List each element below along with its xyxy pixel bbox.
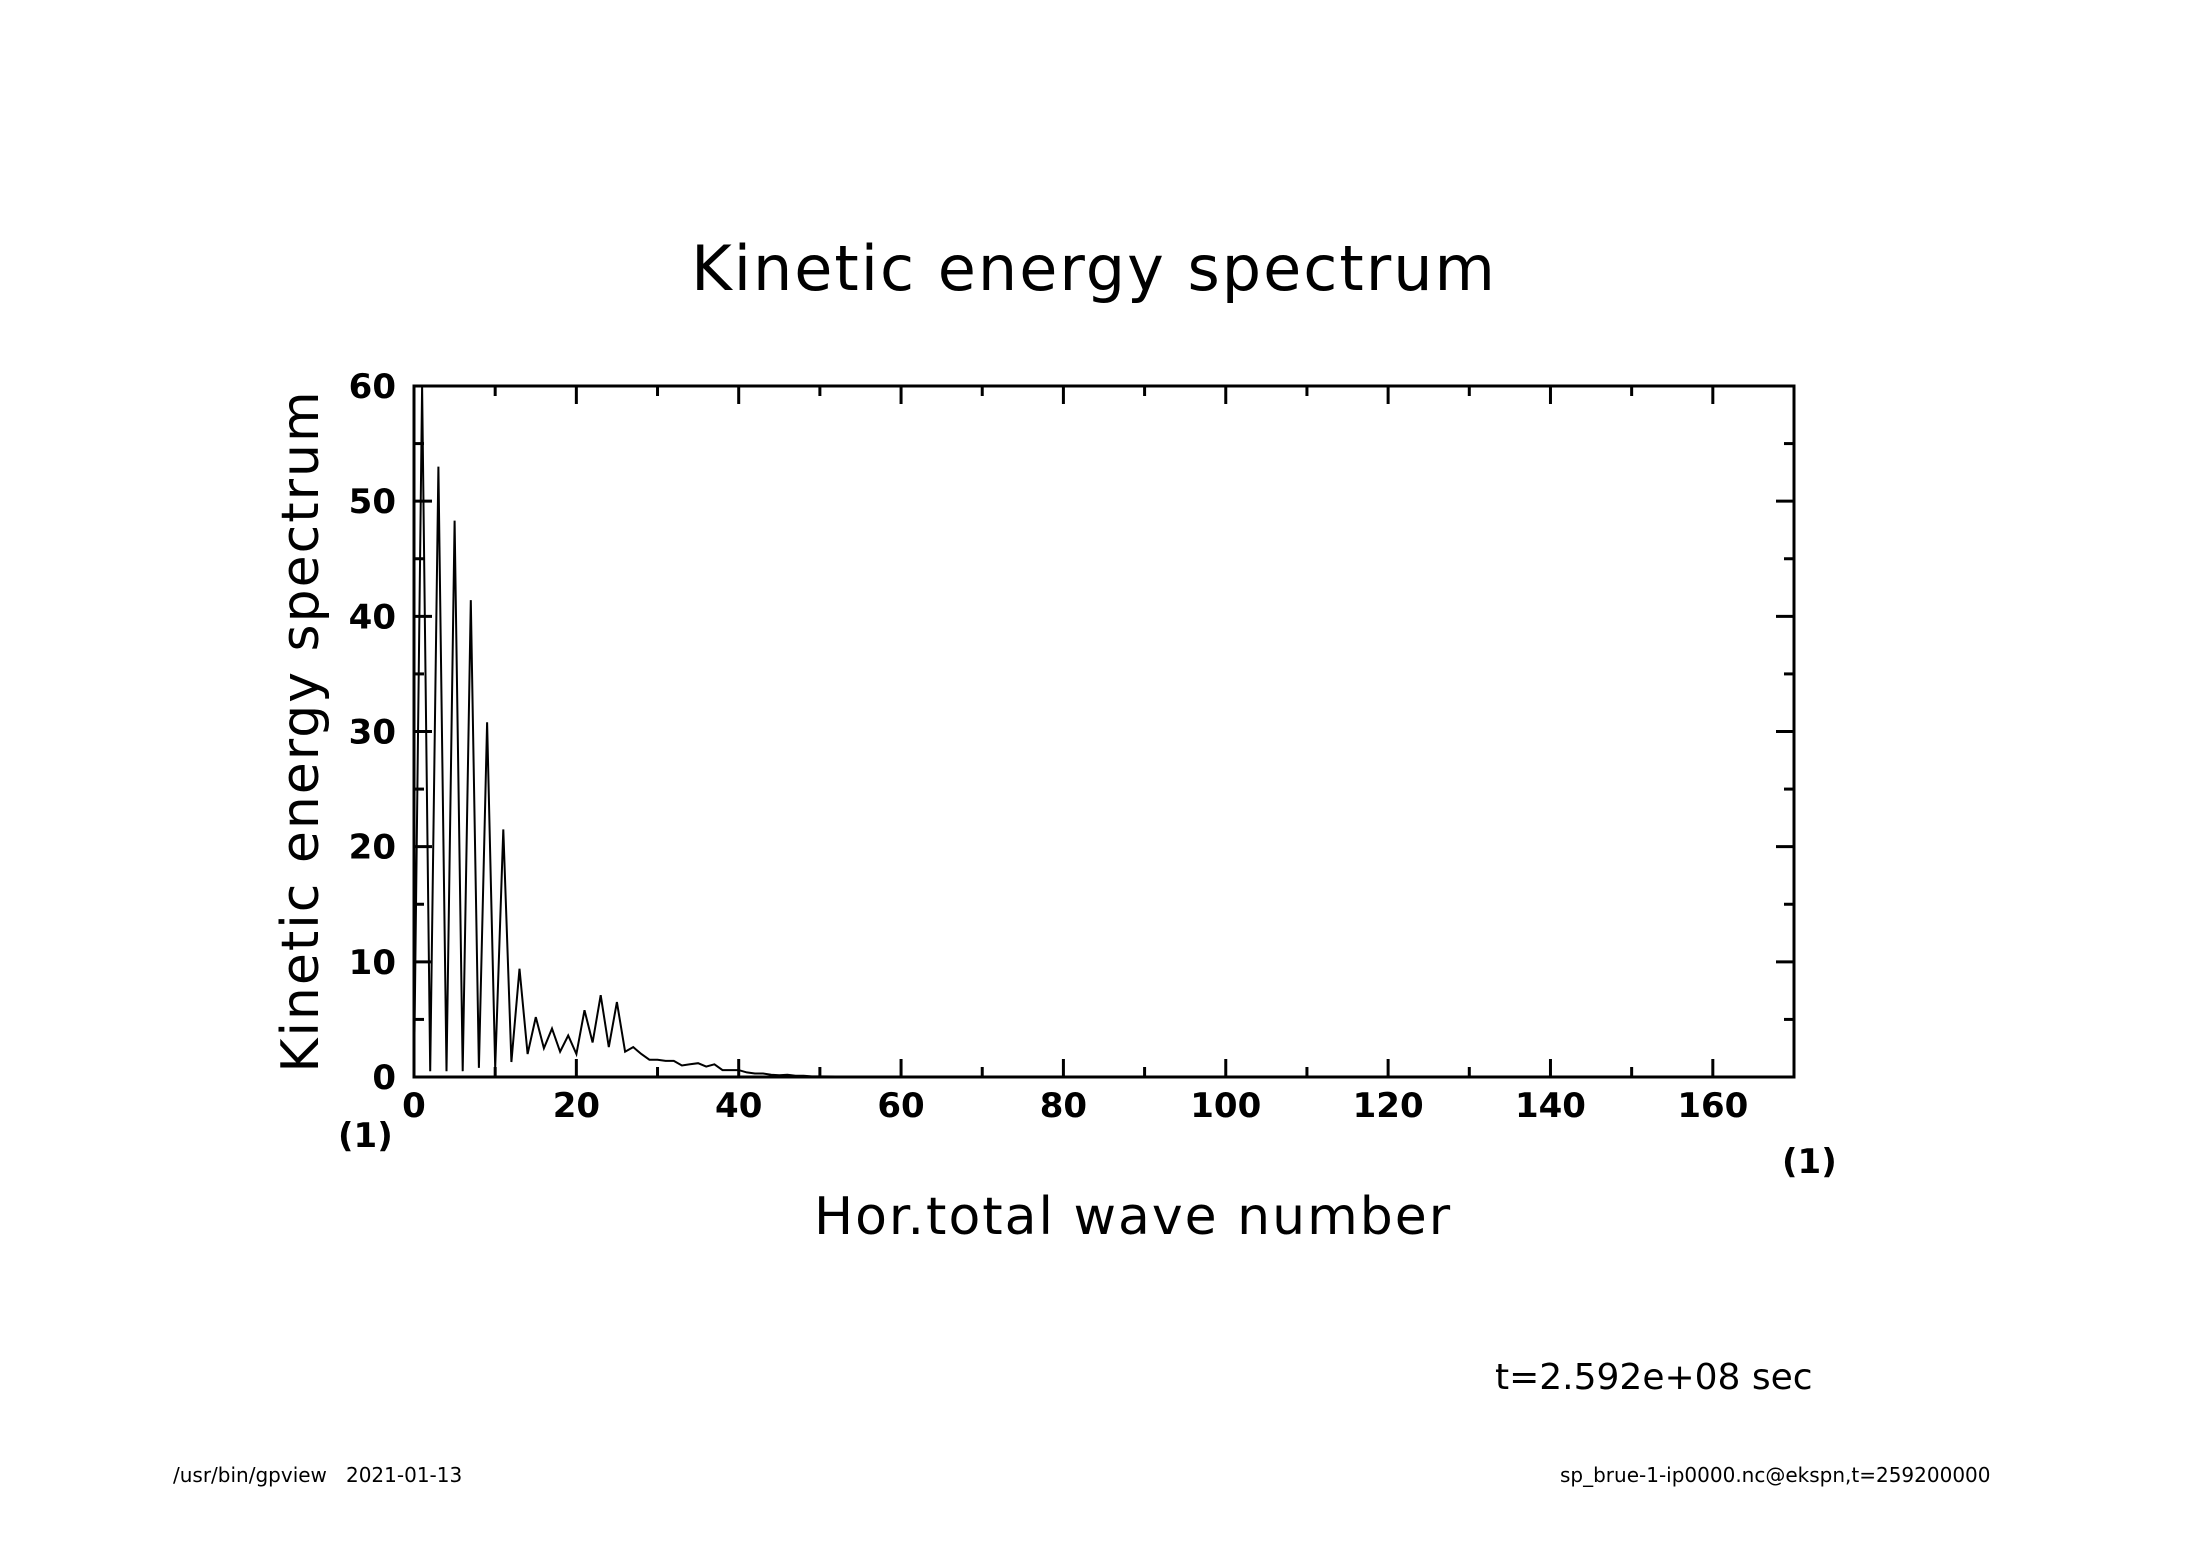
x-tick-label: 40	[715, 1086, 762, 1126]
y-tick-label: 0	[372, 1058, 396, 1098]
x-tick-label: 160	[1677, 1086, 1748, 1126]
y-tick-label: 40	[349, 597, 396, 637]
axis-tick-labels: 0 20 40 60 80 100 120 140 160 0 10 20 30 40 50 60	[349, 367, 1749, 1126]
footer-program: /usr/bin/gpview	[173, 1463, 327, 1487]
x-tick-label: 140	[1515, 1086, 1586, 1126]
y-tick-label: 50	[349, 482, 396, 522]
data-series-line	[413, 385, 1794, 1078]
y-tick-label: 10	[349, 943, 396, 983]
chart-title: Kinetic energy spectrum	[691, 232, 1497, 305]
x-axis-unit: (1)	[1782, 1142, 1837, 1182]
axis-ticks	[414, 386, 1794, 1077]
footer-source: sp_brue-1-ip0000.nc@ekspn,t=259200000	[1560, 1463, 1991, 1487]
y-axis-unit: (1)	[338, 1116, 393, 1156]
footer-date: 2021-01-13	[345, 1463, 463, 1487]
x-tick-label: 120	[1353, 1086, 1424, 1126]
y-tick-label: 60	[349, 367, 396, 407]
x-tick-label: 0	[402, 1086, 426, 1126]
x-tick-label: 100	[1190, 1086, 1261, 1126]
x-tick-label: 20	[553, 1086, 600, 1126]
time-label: t=2.592e+08 sec	[1495, 1357, 1813, 1398]
footer-left: /usr/bin/gpview 2021-01-13	[173, 1463, 462, 1487]
x-axis-label: Hor.total wave number	[814, 1187, 1453, 1247]
plot-frame	[412, 384, 1796, 1079]
y-axis-label: Kinetic energy spectrum	[271, 389, 331, 1072]
y-tick-label: 30	[349, 713, 396, 753]
x-tick-label: 80	[1040, 1086, 1087, 1126]
x-tick-label: 60	[877, 1086, 924, 1126]
y-tick-label: 20	[349, 828, 396, 868]
